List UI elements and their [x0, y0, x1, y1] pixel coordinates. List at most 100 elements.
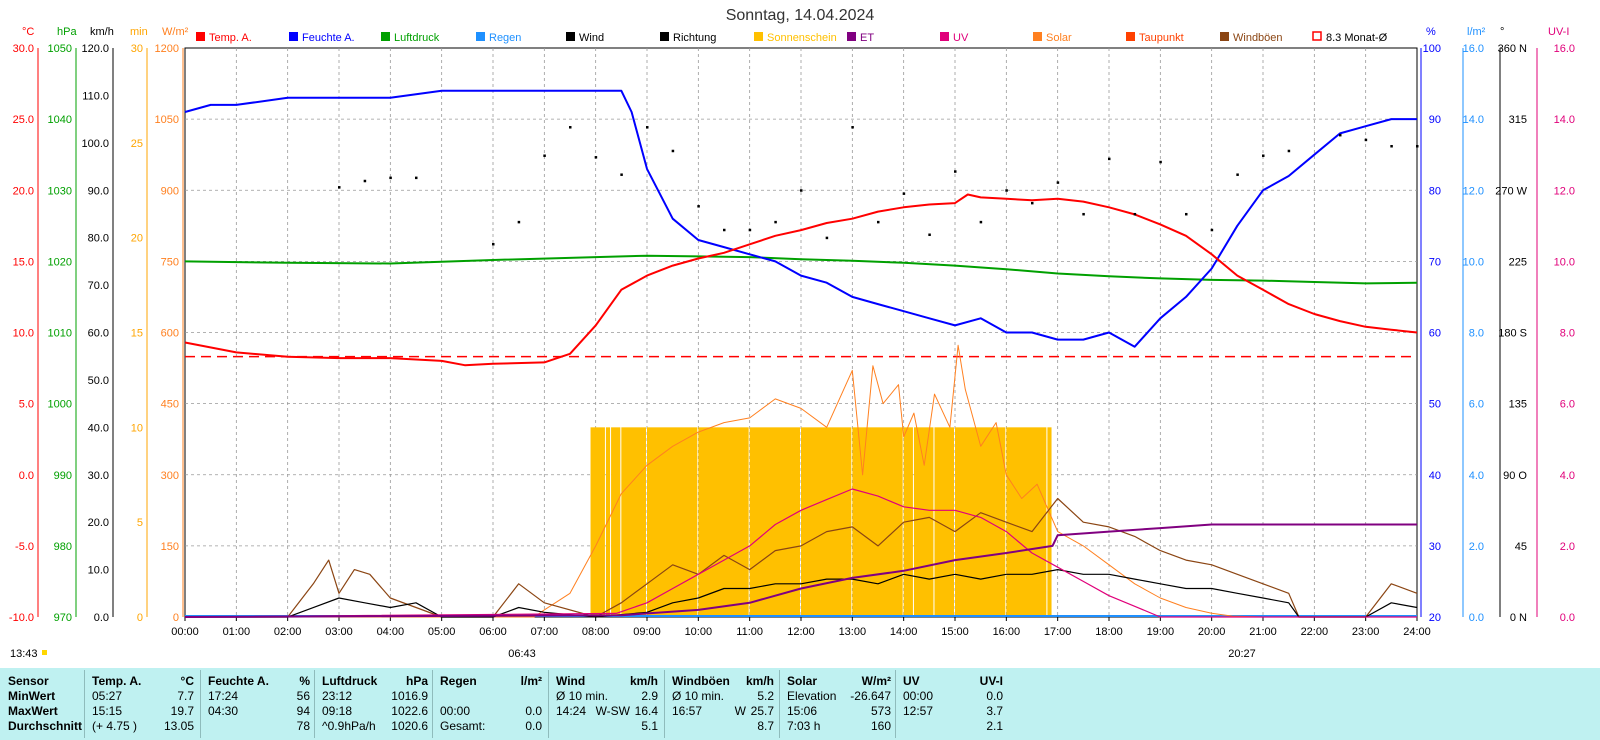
direction-point [1159, 160, 1162, 164]
min-value: 5.2 [757, 689, 774, 703]
x-tick-label: 21:00 [1249, 626, 1277, 638]
uvi-tick-label: 12.0 [1554, 185, 1575, 197]
legend-item: Windböen [1220, 32, 1283, 44]
max-time: 12:57 [903, 704, 934, 718]
direction-point [928, 233, 931, 237]
pressure-tick-label: 1000 [48, 399, 72, 411]
min-value: 0.0 [986, 689, 1003, 703]
row-label-max: MaxWert [8, 704, 58, 718]
uvi-tick-label: 6.0 [1560, 399, 1575, 411]
series-uv [184, 488, 1417, 618]
uvi-axis-unit: UV-I [1548, 26, 1569, 38]
max-direction: W-SW [595, 704, 630, 718]
temp-axis-unit: °C [22, 26, 34, 38]
group-header-unit: l/m² [520, 674, 542, 688]
series-sonnenschein [590, 427, 1052, 617]
legend-swatch [289, 32, 298, 41]
wind-tick-label: 0.0 [94, 612, 109, 624]
uvi-tick-label: 0.0 [1560, 612, 1575, 624]
rain-tick-label: 4.0 [1469, 470, 1484, 482]
pressure-tick-label: 970 [54, 612, 72, 624]
wind-axis-unit: km/h [90, 26, 114, 38]
min-value: -26.647 [850, 689, 891, 703]
direction-point [517, 220, 521, 224]
group-header-name: Luftdruck [322, 674, 378, 688]
min-value: 56 [296, 689, 310, 703]
uvi-tick-label: 16.0 [1554, 43, 1575, 55]
legend-label: UV [953, 32, 969, 44]
wind-tick-label: 20.0 [88, 517, 109, 529]
wind-tick-label: 70.0 [88, 280, 109, 292]
direction-point [774, 220, 777, 224]
solar-tick-label: 600 [161, 328, 179, 340]
avg-value: 5.1 [641, 719, 658, 733]
series-solar [185, 344, 1264, 618]
wind-tick-label: 120.0 [81, 43, 109, 55]
legend-swatch [566, 32, 575, 41]
sunshine-bar [749, 427, 800, 617]
group-header-unit: % [299, 674, 310, 688]
direction-point [1082, 212, 1085, 216]
direction-point [1339, 133, 1342, 137]
sunshine-bar [955, 427, 1006, 617]
group-header-unit: km/h [629, 674, 658, 688]
wind-tick-label: 110.0 [82, 90, 109, 102]
solar-tick-label: 1200 [155, 43, 179, 55]
rain-tick-label: 12.0 [1463, 185, 1484, 197]
legend-swatch [754, 32, 763, 41]
min-time: 17:24 [208, 689, 239, 703]
temp-tick-label: 5.0 [19, 399, 34, 411]
series-feuchte-a [184, 89, 1417, 348]
x-tick-label: 19:00 [1147, 626, 1175, 638]
direction-point [415, 176, 418, 180]
max-time: 15:06 [787, 704, 818, 718]
rain-tick-label: 6.0 [1469, 399, 1484, 411]
sunshine-bar [1047, 427, 1052, 617]
avg-value: 78 [296, 719, 310, 733]
direction-point [1185, 212, 1188, 216]
x-tick-label: 20:00 [1198, 626, 1226, 638]
pressure-tick-label: 1040 [48, 114, 72, 126]
sun_min-tick-label: 20 [131, 233, 143, 245]
direction-tick-label: 45 [1515, 541, 1527, 553]
humidity-tick-label: 50 [1429, 399, 1441, 411]
min-time: 05:27 [92, 689, 123, 703]
min-time: 00:00 [903, 689, 934, 703]
legend-swatch [1220, 32, 1229, 41]
direction-tick-label: 180 S [1498, 328, 1527, 340]
stats-table: Sensor MinWert MaxWert Durchschnitt Temp… [0, 668, 1600, 740]
avg-note: (+ 4.75 ) [92, 719, 138, 733]
sunshine-bar [934, 427, 954, 617]
row-label-sensor: Sensor [8, 674, 49, 688]
series-et [184, 523, 1417, 618]
wind-tick-label: 80.0 [88, 233, 109, 245]
uvi-tick-label: 14.0 [1554, 114, 1575, 126]
wind-tick-label: 90.0 [88, 185, 109, 197]
weather-chart: Sonntag, 14.04.2024 Temp. A. Feuchte A. Lu… [9, 7, 1575, 660]
pressure-tick-label: 1010 [48, 328, 72, 340]
pressure-tick-label: 1050 [48, 43, 72, 55]
direction-point [1262, 154, 1265, 157]
direction-point [671, 149, 675, 153]
wind-tick-label: 40.0 [88, 422, 109, 434]
wind-tick-label: 60.0 [88, 328, 109, 340]
solar-tick-label: 150 [161, 541, 179, 553]
avg-note: ^0.9hPa/h [322, 719, 376, 733]
max-time: 00:00 [440, 704, 471, 718]
table-column-separator [314, 670, 315, 738]
corner-time-marker [42, 650, 47, 655]
avg-value: 160 [870, 719, 891, 733]
group-header-unit: hPa [405, 674, 428, 688]
rain-axis-unit: l/m² [1467, 26, 1486, 38]
pressure-tick-label: 980 [54, 541, 72, 553]
min-time: Elevation [787, 689, 837, 703]
legend-label: Windböen [1233, 32, 1283, 44]
direction-point [1210, 228, 1214, 232]
table-column-separator [200, 670, 201, 738]
temp-tick-label: 25.0 [13, 114, 34, 126]
series-richtung [338, 126, 1419, 246]
table-column-separator [779, 670, 780, 738]
x-tick-label: 22:00 [1301, 626, 1329, 638]
max-time: 09:18 [322, 704, 353, 718]
sun_min-tick-label: 25 [131, 138, 143, 150]
